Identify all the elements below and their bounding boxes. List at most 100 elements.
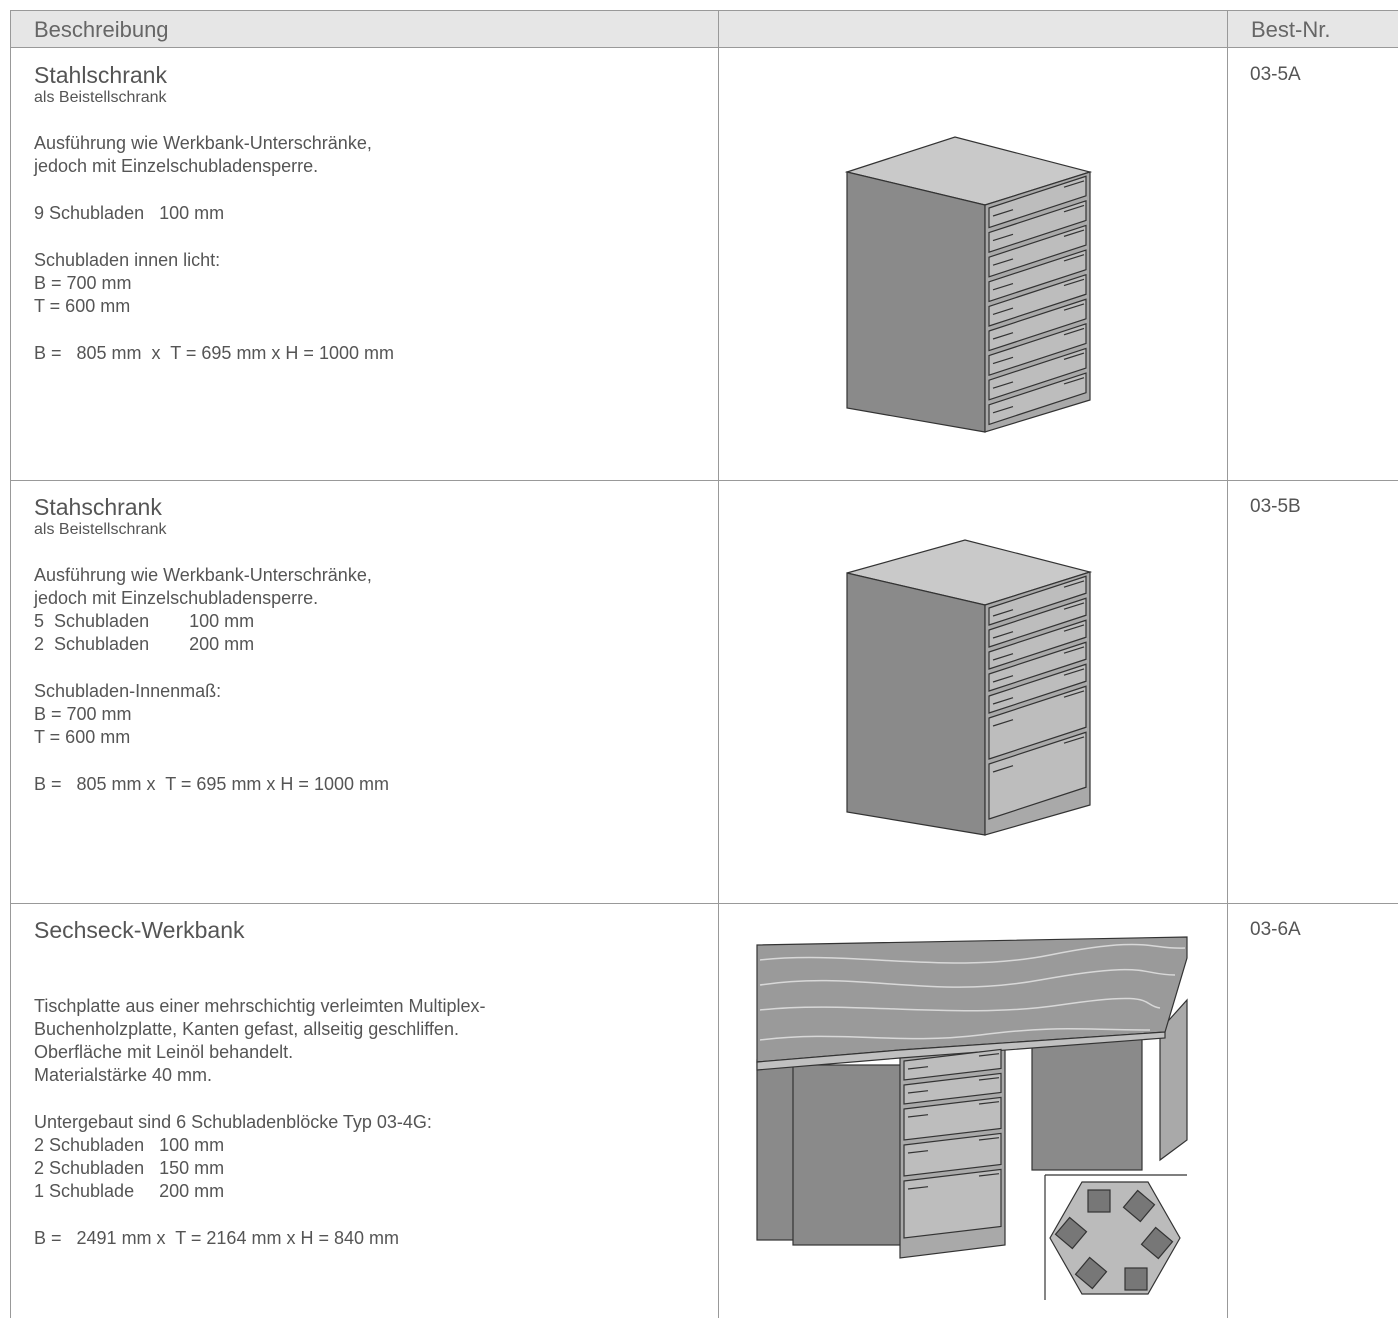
paragraph: Ausführung wie Werkbank-Unterschränke, je… [34,564,714,656]
text-line: B = 805 mm x T = 695 mm x H = 1000 mm [34,774,389,794]
drawer-handle [1063,377,1085,385]
text-line: jedoch mit Einzelschubladensperre. [34,156,319,176]
description-cell: Stahlschrank als Beistellschrank Ausführun… [34,62,714,480]
drawer-handle [978,1173,1000,1177]
drawer-handle [1063,668,1085,676]
paragraph: B = 805 mm x T = 695 mm x H = 1000 mm [34,773,714,796]
drawer [903,1168,1002,1239]
paragraph: Untergebaut sind 6 Schubladenblöcke Typ … [34,1111,714,1203]
drawer [903,1096,1002,1141]
drawer [988,273,1087,327]
text-line: 2 Schubladen 200 mm [34,634,255,654]
header-description: Beschreibung [34,17,169,42]
drawer-handle [978,1053,1000,1057]
item-title: Sechseck-Werkbank [34,917,245,943]
drawer-handle [1063,180,1085,188]
item-title: Stahlschrank [34,62,167,88]
header-cell: Beschreibung [10,10,718,48]
paragraph: Tischplatte aus einer mehrschichtig verl… [34,995,714,1087]
drawer [903,1132,1002,1177]
text-line: Ausführung wie Werkbank-Unterschränke, [34,565,372,585]
drawer-handle [1063,254,1085,262]
drawer [988,597,1087,648]
drawer-handle [992,697,1014,705]
drawer-handle [992,356,1014,365]
border [10,480,1398,481]
drawer [988,685,1087,760]
drawer [988,619,1087,670]
drawer [988,575,1087,626]
header-cell: Best-Nr. [1227,10,1398,48]
drawer-handle [992,209,1014,217]
text-line: Untergebaut sind 6 Schubladenblöcke Typ … [34,1112,432,1132]
text-line: 1 Schublade 200 mm [34,1181,225,1201]
drawer-handle [1063,736,1085,744]
border [718,10,719,1318]
drawer-handle [992,675,1014,683]
drawer [988,323,1087,377]
cabinet-drawing [844,136,1093,433]
drawer-handle [978,1137,1000,1141]
border [1227,10,1228,1318]
description-cell: Sechseck-Werkbank Tischplatte aus einer m… [34,917,714,1318]
drawer-handle [907,1186,929,1190]
paragraph: Ausführung wie Werkbank-Unterschränke, je… [34,132,714,178]
text-line: 9 Schubladen 100 mm [34,203,225,223]
drawer-handle [1063,229,1085,237]
paragraph: 9 Schubladen 100 mm [34,202,714,225]
drawer-handle [992,258,1014,266]
drawer [988,663,1087,714]
border [10,903,1398,904]
drawer-handle [992,282,1014,291]
drawer-handle [992,719,1014,727]
text-line: 2 Schubladen 100 mm [34,1135,225,1155]
drawer-handle [1063,303,1085,311]
drawer [988,175,1087,229]
text-line: jedoch mit Einzelschubladensperre. [34,588,319,608]
drawer-handle [1063,602,1085,610]
drawer [988,200,1087,254]
text-line: B = 2491 mm x T = 2164 mm x H = 840 mm [34,1228,399,1248]
text-line: 2 Schubladen 150 mm [34,1158,225,1178]
drawer [988,731,1087,820]
drawer-handle [907,1114,929,1118]
drawer-handle [907,1066,929,1070]
workbench-drawing [756,936,1188,1300]
text-line: T = 600 mm [34,727,131,747]
drawer-handle [992,233,1014,242]
paragraph: Schubladen innen licht: B = 700 mm T = 600… [34,249,714,318]
item-subtitle: als Beistellschrank [34,89,167,106]
drawer-handle [992,609,1014,617]
item-subtitle: als Beistellschrank [34,521,167,538]
text-line: T = 600 mm [34,296,131,316]
drawer-handle [992,653,1014,661]
order-number: 03-5B [1250,496,1301,517]
text-line: Buchenholzplatte, Kanten gefast, allseit… [34,1019,459,1039]
text-line: Schubladen-Innenmaß: [34,681,222,701]
drawer [903,1048,1002,1081]
drawer-handle [907,1090,929,1094]
drawer-handle [1063,278,1085,287]
order-number: 03-6A [1250,919,1301,940]
drawer [988,249,1087,303]
drawer-handle [1063,580,1085,588]
drawer [988,347,1087,401]
paragraph: B = 2491 mm x T = 2164 mm x H = 840 mm [34,1227,714,1250]
paragraph: Schubladen-Innenmaß: B = 700 mm T = 600 mm [34,680,714,749]
order-number: 03-5A [1250,64,1301,85]
drawer-handle [1063,352,1085,360]
border [10,10,11,1318]
text-line: Tischplatte aus einer mehrschichtig verl… [34,996,486,1016]
header-order-no: Best-Nr. [1251,17,1331,42]
drawer-handle [992,307,1014,315]
text-line: Ausführung wie Werkbank-Unterschränke, [34,133,372,153]
text-line: Schubladen innen licht: [34,250,221,270]
drawer [988,641,1087,692]
drawer [988,298,1087,352]
drawer-handle [992,332,1014,340]
paragraph: B = 805 mm x T = 695 mm x H = 1000 mm [34,342,714,365]
text-line: Materialstärke 40 mm. [34,1065,213,1085]
drawer-handle [1063,327,1085,336]
drawer-handle [978,1101,1000,1105]
